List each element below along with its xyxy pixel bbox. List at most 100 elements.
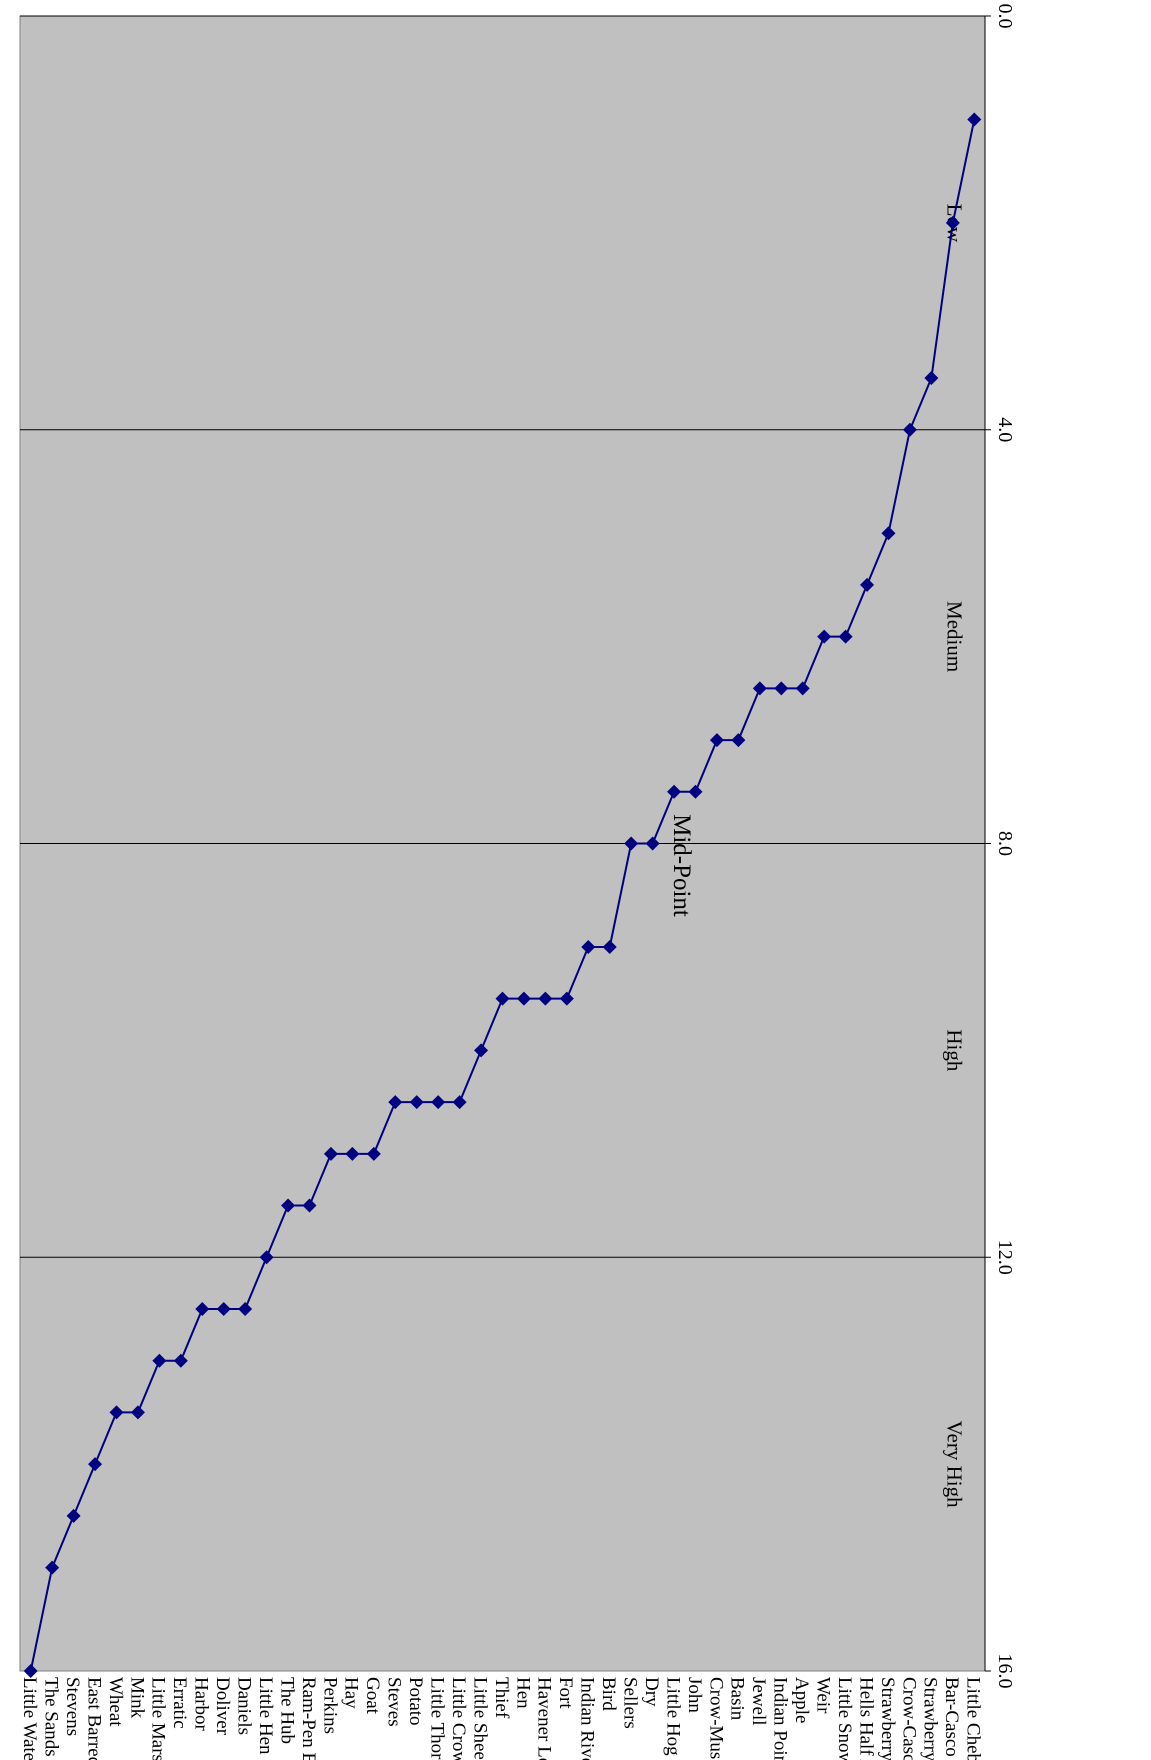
data-point xyxy=(238,1301,253,1316)
data-point xyxy=(195,1301,210,1316)
data-point xyxy=(838,629,853,644)
category-label: Doliver xyxy=(212,1677,233,1736)
data-point xyxy=(538,991,553,1006)
data-point xyxy=(109,1405,124,1420)
y-tick-label: 0.0 xyxy=(994,4,1016,29)
category-label: Bar-Casco xyxy=(941,1677,962,1757)
category-label: Hen xyxy=(512,1677,533,1709)
category-label: Thief xyxy=(491,1677,512,1719)
category-label: Weir xyxy=(813,1677,834,1714)
category-label: The Hub xyxy=(276,1677,297,1744)
data-point xyxy=(388,1095,403,1110)
category-label: Little Water xyxy=(19,1677,40,1760)
data-point xyxy=(731,733,746,748)
band-label: Medium xyxy=(943,601,967,672)
data-point xyxy=(452,1095,467,1110)
data-point xyxy=(902,422,917,437)
data-point xyxy=(152,1353,167,1368)
category-label: Fort xyxy=(555,1677,576,1709)
data-point xyxy=(23,1664,38,1678)
data-point xyxy=(281,1198,296,1213)
category-label: Little Snow xyxy=(834,1677,855,1760)
category-label: Erratic xyxy=(169,1677,190,1729)
data-point xyxy=(516,991,531,1006)
category-label: Little Marsh xyxy=(148,1677,169,1760)
data-point xyxy=(881,526,896,541)
band-label: Very High xyxy=(943,1421,967,1508)
y-tick-label: 16.0 xyxy=(994,1654,1016,1689)
series-markers xyxy=(23,112,982,1678)
category-label: Havener Ledge xyxy=(534,1677,555,1760)
category-label: Crow-Muscongus xyxy=(705,1677,726,1760)
category-label: Little Sheep xyxy=(469,1677,490,1760)
data-point xyxy=(774,681,789,696)
gridlines xyxy=(20,429,985,1258)
category-label: Sellers xyxy=(620,1677,641,1729)
data-point xyxy=(924,371,939,386)
category-label: Dry xyxy=(641,1677,662,1707)
category-label: Jewell xyxy=(748,1677,769,1726)
data-point xyxy=(817,629,832,644)
data-point xyxy=(366,1146,381,1161)
axes: 0.0 4.0 8.0 12.0 16.0 xyxy=(20,4,1016,1689)
y-tick-label: 12.0 xyxy=(994,1240,1016,1275)
category-label: Harbor xyxy=(191,1677,212,1731)
data-point xyxy=(431,1095,446,1110)
annotation-mid-point: Mid-Point xyxy=(668,814,695,917)
category-label: Perkins xyxy=(319,1677,340,1734)
data-point xyxy=(45,1560,60,1575)
category-label: Strawberry xyxy=(877,1677,898,1760)
category-label: Basin xyxy=(727,1677,748,1721)
data-point xyxy=(624,836,639,851)
data-point xyxy=(581,939,596,954)
annotations: Mid-Point xyxy=(668,814,695,917)
category-label: Goat xyxy=(362,1677,383,1715)
category-label: Indian Point xyxy=(770,1677,791,1760)
category-label: Little Hog xyxy=(662,1677,683,1756)
y-tick-label: 8.0 xyxy=(994,831,1016,856)
data-point xyxy=(323,1146,338,1161)
category-label: Bird xyxy=(598,1677,619,1711)
data-point xyxy=(860,577,875,592)
data-point xyxy=(688,784,703,799)
data-point xyxy=(130,1405,145,1420)
data-point xyxy=(474,1043,489,1058)
category-label: The Sands xyxy=(41,1677,62,1757)
y-tick-label: 4.0 xyxy=(994,417,1016,442)
category-label: East Barred xyxy=(83,1677,104,1760)
data-point xyxy=(302,1198,317,1213)
category-label: Little Hen xyxy=(255,1677,276,1755)
category-label: John xyxy=(684,1677,705,1713)
data-point xyxy=(409,1095,424,1110)
category-label: Hells Half Acre xyxy=(855,1677,876,1760)
category-label: Little Crow xyxy=(448,1677,469,1760)
category-label: Apple xyxy=(791,1677,812,1723)
data-point xyxy=(602,939,617,954)
data-point xyxy=(645,836,660,851)
category-label: Mink xyxy=(126,1677,147,1719)
band-label: High xyxy=(943,1029,967,1072)
data-point xyxy=(667,784,682,799)
category-label: Ram-Pen Bay xyxy=(298,1677,319,1760)
data-point xyxy=(795,681,810,696)
data-point xyxy=(66,1508,81,1523)
data-point xyxy=(559,991,574,1006)
data-point xyxy=(945,215,960,230)
data-point xyxy=(709,733,724,748)
category-label: Wheat xyxy=(105,1677,126,1727)
category-label: Daniels xyxy=(234,1677,255,1735)
category-label: Hay xyxy=(341,1677,362,1709)
data-point xyxy=(216,1301,231,1316)
category-label: Little Thorofare xyxy=(427,1677,448,1760)
category-label: Indian River xyxy=(577,1677,598,1760)
category-label: Steves xyxy=(384,1677,405,1727)
data-point xyxy=(173,1353,188,1368)
category-label: Potato xyxy=(405,1677,426,1726)
data-point xyxy=(345,1146,360,1161)
data-point xyxy=(967,112,982,127)
category-label: Strawberry Creek xyxy=(920,1677,941,1760)
data-point xyxy=(259,1250,274,1265)
category-label: Crow-Casco xyxy=(898,1677,919,1760)
